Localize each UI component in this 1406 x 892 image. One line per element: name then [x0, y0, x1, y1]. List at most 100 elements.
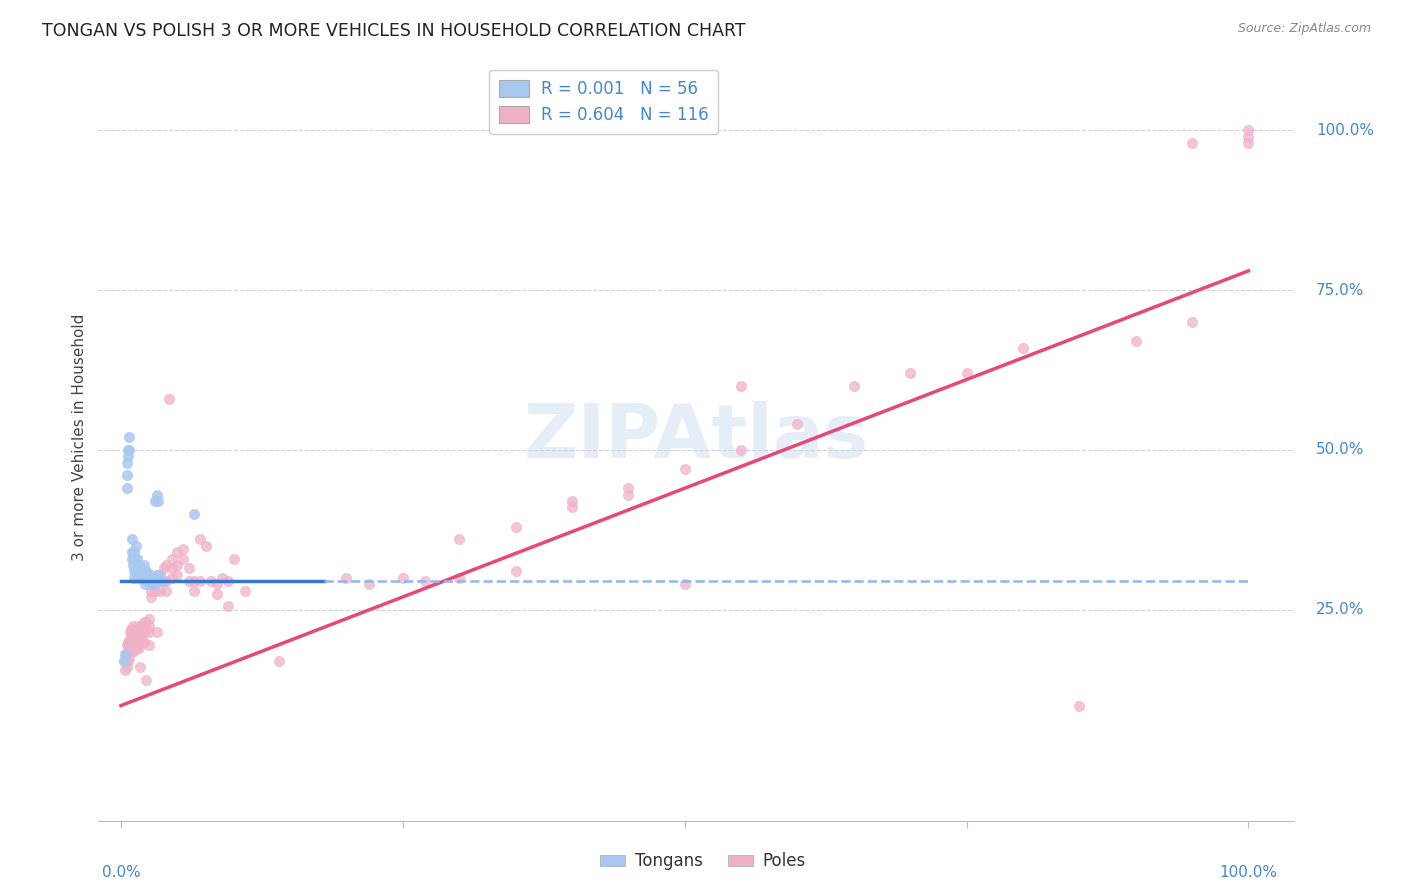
- Point: [125, 551, 148, 566]
- Point: [357, 577, 380, 591]
- Point: [129, 618, 152, 632]
- Point: [124, 641, 146, 656]
- Point: [121, 632, 143, 646]
- Point: [128, 625, 150, 640]
- Point: [1181, 315, 1204, 329]
- Point: [673, 577, 696, 591]
- Point: [155, 574, 177, 588]
- Point: [135, 565, 157, 579]
- Point: [222, 551, 245, 566]
- Point: [149, 571, 172, 585]
- Point: [117, 648, 139, 662]
- Point: [160, 571, 183, 585]
- Point: [120, 638, 142, 652]
- Point: [730, 379, 752, 393]
- Point: [138, 612, 160, 626]
- Point: [121, 533, 143, 547]
- Point: [124, 545, 146, 559]
- Point: [142, 574, 165, 588]
- Point: [121, 644, 143, 658]
- Point: [139, 574, 162, 588]
- Point: [155, 583, 177, 598]
- Point: [143, 574, 166, 588]
- Point: [125, 628, 148, 642]
- Point: [122, 625, 145, 640]
- Point: [1069, 698, 1091, 713]
- Point: [127, 571, 149, 585]
- Point: [118, 634, 141, 648]
- Point: [122, 558, 145, 572]
- Y-axis label: 3 or more Vehicles in Household: 3 or more Vehicles in Household: [72, 313, 87, 561]
- Point: [149, 567, 172, 582]
- Point: [115, 456, 138, 470]
- Point: [132, 622, 155, 636]
- Point: [561, 500, 583, 515]
- Point: [155, 558, 177, 572]
- Point: [124, 625, 146, 640]
- Point: [200, 574, 222, 588]
- Point: [183, 583, 205, 598]
- Point: [117, 634, 139, 648]
- Point: [138, 625, 160, 640]
- Point: [505, 519, 527, 533]
- Point: [136, 571, 159, 585]
- Point: [120, 622, 142, 636]
- Point: [730, 442, 752, 457]
- Point: [124, 632, 146, 646]
- Point: [124, 634, 146, 648]
- Point: [127, 565, 149, 579]
- Point: [128, 618, 150, 632]
- Point: [129, 565, 152, 579]
- Text: ZIPAtlas: ZIPAtlas: [523, 401, 869, 474]
- Point: [1125, 334, 1147, 349]
- Point: [118, 644, 141, 658]
- Point: [143, 583, 166, 598]
- Point: [120, 628, 142, 642]
- Point: [132, 558, 155, 572]
- Point: [124, 539, 146, 553]
- Point: [166, 567, 188, 582]
- Point: [115, 468, 138, 483]
- Point: [138, 571, 160, 585]
- Point: [117, 450, 139, 464]
- Point: [132, 634, 155, 648]
- Point: [955, 366, 977, 380]
- Point: [188, 574, 211, 588]
- Point: [135, 615, 157, 630]
- Point: [122, 634, 145, 648]
- Point: [115, 638, 138, 652]
- Point: [122, 618, 145, 632]
- Point: [118, 638, 141, 652]
- Text: TONGAN VS POLISH 3 OR MORE VEHICLES IN HOUSEHOLD CORRELATION CHART: TONGAN VS POLISH 3 OR MORE VEHICLES IN H…: [42, 22, 745, 40]
- Point: [561, 494, 583, 508]
- Point: [124, 622, 146, 636]
- Point: [124, 644, 146, 658]
- Point: [125, 622, 148, 636]
- Point: [335, 571, 357, 585]
- Point: [135, 574, 157, 588]
- Point: [128, 641, 150, 656]
- Point: [233, 583, 256, 598]
- Point: [205, 587, 228, 601]
- Point: [449, 571, 471, 585]
- Point: [673, 462, 696, 476]
- Point: [129, 625, 152, 640]
- Text: 50.0%: 50.0%: [1316, 442, 1364, 458]
- Point: [124, 565, 146, 579]
- Text: 25.0%: 25.0%: [1316, 602, 1364, 617]
- Point: [188, 533, 211, 547]
- Point: [132, 571, 155, 585]
- Point: [160, 551, 183, 566]
- Point: [392, 571, 415, 585]
- Point: [159, 392, 181, 406]
- Point: [1181, 136, 1204, 150]
- Point: [449, 533, 471, 547]
- Point: [166, 545, 188, 559]
- Point: [135, 571, 157, 585]
- Point: [125, 625, 148, 640]
- Legend: Tongans, Poles: Tongans, Poles: [593, 846, 813, 877]
- Point: [134, 567, 156, 582]
- Point: [617, 487, 640, 501]
- Point: [118, 641, 141, 656]
- Point: [128, 558, 150, 572]
